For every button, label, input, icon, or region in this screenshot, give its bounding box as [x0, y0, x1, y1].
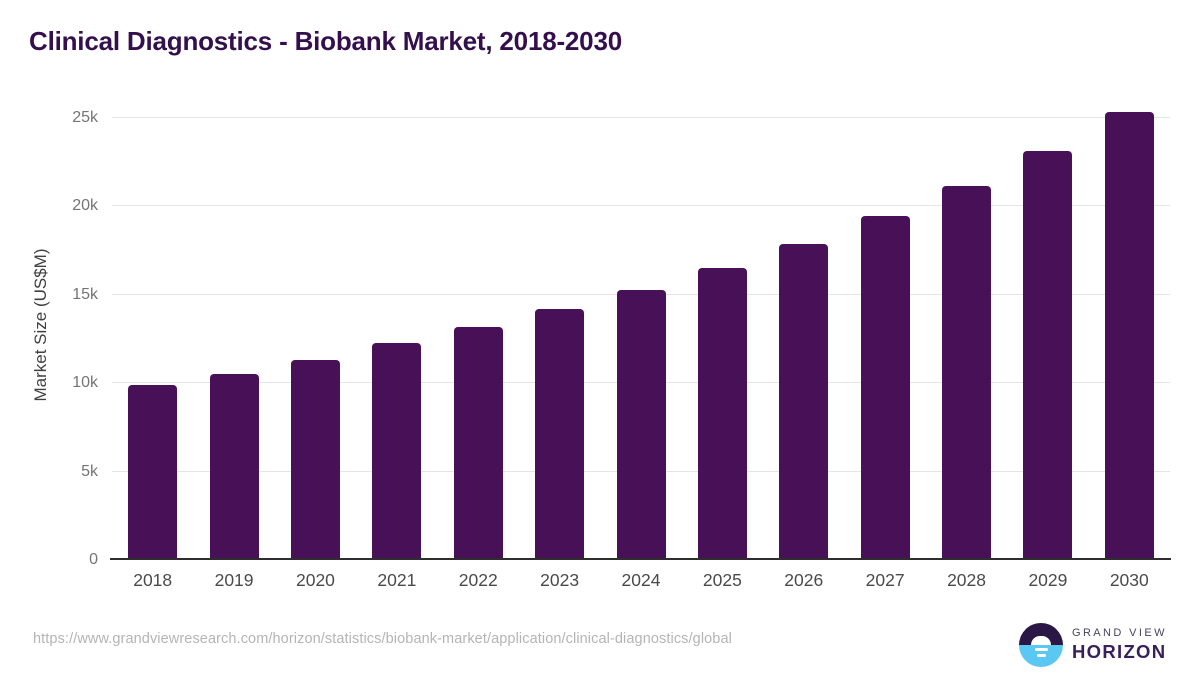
bar-2018 [128, 384, 178, 560]
x-tick-label-2024: 2024 [621, 570, 661, 590]
logo-sky-half [1019, 623, 1063, 645]
bar-2019 [209, 374, 259, 560]
x-tick-label-2020: 2020 [295, 570, 335, 590]
logo-reflection-line-1 [1034, 648, 1048, 651]
y-tick-label-25k: 25k [72, 109, 98, 126]
y-axis-tick-labels: 0 5k 10k 15k 20k 25k [0, 95, 98, 568]
x-tick-label-2023: 2023 [540, 570, 580, 590]
gridline-20k [112, 205, 1170, 207]
bar-2020 [290, 360, 340, 560]
horizon-sun-icon [1019, 623, 1063, 667]
y-tick-label-5k: 5k [81, 462, 98, 480]
x-axis-tick-labels: 2018 2019 2020 2021 2022 2023 2024 2025 2026 2027… [112, 570, 1170, 596]
x-tick-label-2025: 2025 [702, 570, 742, 590]
logo-sun-dome [1031, 636, 1051, 645]
bar-2025 [697, 267, 747, 560]
y-tick-label-10k: 10k [72, 374, 98, 392]
x-tick-label-2019: 2019 [214, 570, 254, 590]
y-tick-label-0: 0 [89, 551, 98, 568]
x-tick-label-2027: 2027 [865, 570, 905, 590]
bar-2030 [1104, 111, 1154, 560]
brand-logo-text: GRAND VIEW HORIZON [1072, 627, 1167, 663]
source-url: https://www.grandviewresearch.com/horizo… [33, 631, 732, 647]
brand-logo: GRAND VIEW HORIZON [1019, 621, 1171, 668]
bar-2027 [860, 215, 910, 560]
bar-2024 [616, 289, 666, 560]
x-axis-line [110, 558, 1171, 560]
bar-2023 [535, 308, 585, 560]
brand-name-bottom: HORIZON [1072, 641, 1167, 662]
logo-reflection-line-2 [1036, 654, 1046, 657]
brand-name-top: GRAND VIEW [1072, 627, 1167, 639]
x-tick-label-2018: 2018 [133, 570, 173, 590]
x-tick-label-2029: 2029 [1028, 570, 1068, 590]
y-tick-label-15k: 15k [72, 285, 98, 303]
x-tick-label-2028: 2028 [947, 570, 986, 590]
chart-title: Clinical Diagnostics - Biobank Market, 2… [29, 26, 622, 56]
x-tick-label-2021: 2021 [377, 570, 417, 590]
plot-area [112, 95, 1170, 560]
bar-2028 [942, 186, 992, 560]
y-tick-label-20k: 20k [72, 197, 98, 215]
x-tick-label-2022: 2022 [458, 570, 498, 590]
gridline-25k [112, 117, 1170, 118]
bar-2022 [453, 326, 503, 560]
bar-2029 [1023, 151, 1073, 560]
bar-2021 [372, 343, 422, 560]
bar-2026 [779, 244, 829, 560]
x-tick-label-2030: 2030 [1109, 570, 1149, 590]
x-tick-label-2026: 2026 [784, 570, 824, 590]
